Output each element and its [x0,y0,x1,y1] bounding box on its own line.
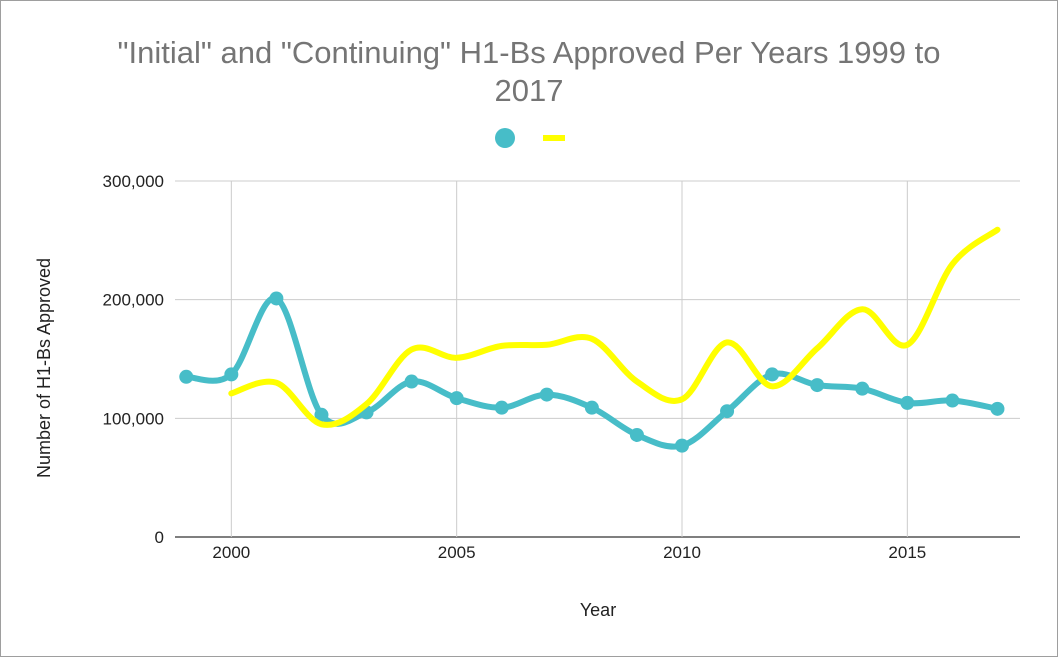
y-tick-label: 300,000 [103,172,164,191]
series-1-point [720,404,735,419]
chart-title-line-2: 2017 [495,73,564,108]
x-tick-label: 2005 [438,543,476,562]
series-1-point [539,387,554,402]
chart-title-line-1: "Initial" and "Continuing" H1-Bs Approve… [118,35,941,70]
series-1-point [179,369,194,384]
x-tick-label: 2000 [212,543,250,562]
series-1-point [765,367,780,382]
legend-swatch-series-2 [543,135,565,141]
series-1-point [494,400,509,415]
x-tick-label: 2015 [888,543,926,562]
series-1-point [675,438,689,453]
series-1-point [629,427,644,442]
series-1-point [314,407,329,422]
y-tick-label: 200,000 [103,291,164,310]
series-1-point [810,378,825,393]
x-axis-label: Year [580,600,616,620]
series-1-point [224,367,239,382]
x-tick-label: 2010 [663,543,701,562]
series-1-point [269,291,284,306]
series-1-point [990,401,1005,416]
y-axis-label: Number of H1-Bs Approved [34,258,54,478]
legend-swatch-series-1 [495,128,515,148]
series-1-point [404,374,419,389]
x-axis-ticks: 2000 2005 2010 2015 [212,543,926,562]
series-1-point [449,391,464,406]
legend [495,128,565,148]
series-2-line [228,226,1001,428]
series-group [179,226,1005,453]
y-axis-ticks: 0 100,000 200,000 300,000 [103,172,164,547]
series-1-point [900,395,915,410]
y-tick-label: 100,000 [103,409,164,428]
series-1-point [855,381,870,396]
series-1-point [584,400,599,415]
series-1-point [945,393,960,408]
y-tick-label: 0 [155,528,164,547]
